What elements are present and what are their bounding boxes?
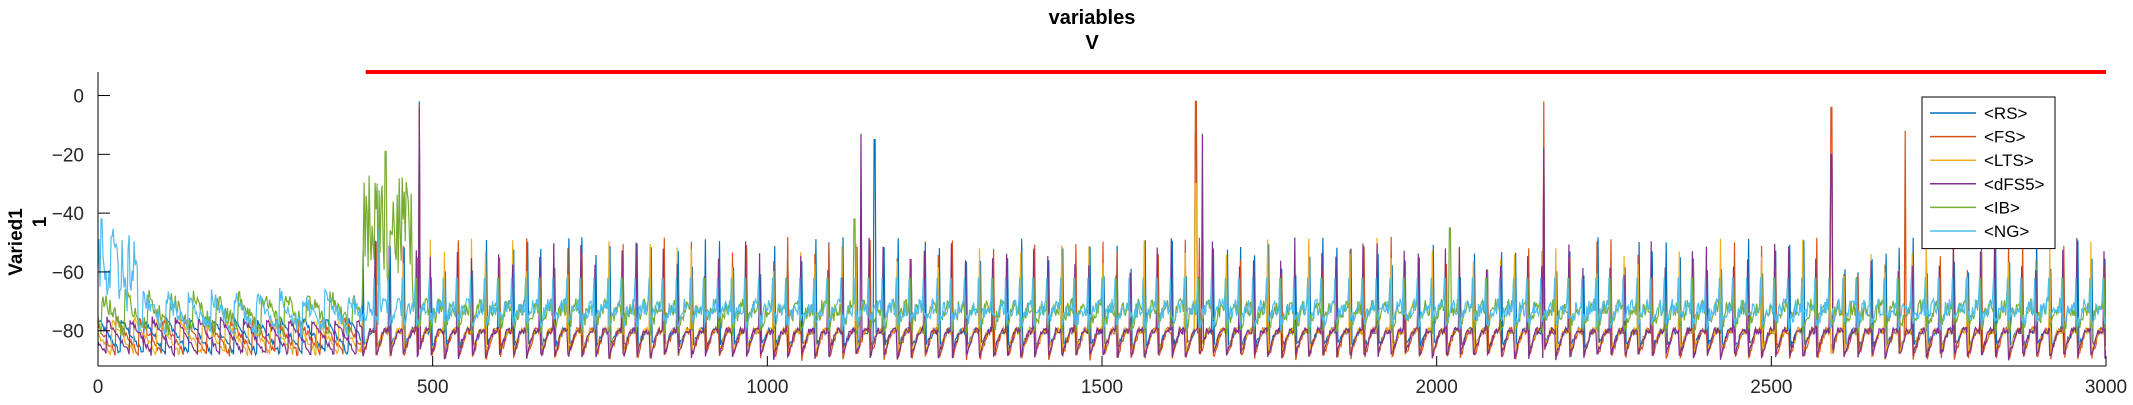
series-line-ng — [98, 218, 2106, 338]
y-tick-label: −20 — [52, 145, 84, 166]
x-tick-label: 1000 — [746, 377, 788, 398]
y-tick-label: −80 — [52, 322, 84, 343]
series-line-dfs5 — [98, 107, 2106, 361]
y-tick-label: −40 — [52, 204, 84, 225]
legend-label: <IB> — [1984, 198, 2020, 217]
legend-label: <NG> — [1984, 222, 2029, 241]
legend-label: <dFS5> — [1984, 175, 2045, 194]
x-tick-label: 3000 — [2085, 377, 2127, 398]
legend-box — [1921, 96, 2056, 250]
y-tick-label: 0 — [73, 87, 84, 108]
y-tick-label: −60 — [52, 263, 84, 284]
chart-title-line2: V — [1085, 32, 1099, 54]
legend-label: <RS> — [1984, 104, 2028, 123]
x-tick-label: 1500 — [1081, 377, 1123, 398]
x-tick-label: 2500 — [1750, 377, 1792, 398]
y-axis-label-line2: 1 — [30, 216, 51, 227]
series-layer — [98, 100, 2106, 361]
y-axis-label-line1: Varied1 — [6, 208, 27, 276]
chart-title-line1: variables — [1049, 7, 1136, 29]
legend-label: <FS> — [1984, 128, 2026, 147]
axes-layer: 0 −20 −40 −60 −80 0 500 1000 1500 2000 2500 3000 — [52, 70, 2127, 398]
legend: <RS> <FS> <LTS> <dFS5> <IB> <NG> — [1921, 96, 2056, 250]
x-tick-label: 500 — [417, 377, 449, 398]
legend-label: <LTS> — [1984, 151, 2034, 170]
x-tick-label: 2000 — [1416, 377, 1458, 398]
x-tick-label: 0 — [93, 377, 104, 398]
